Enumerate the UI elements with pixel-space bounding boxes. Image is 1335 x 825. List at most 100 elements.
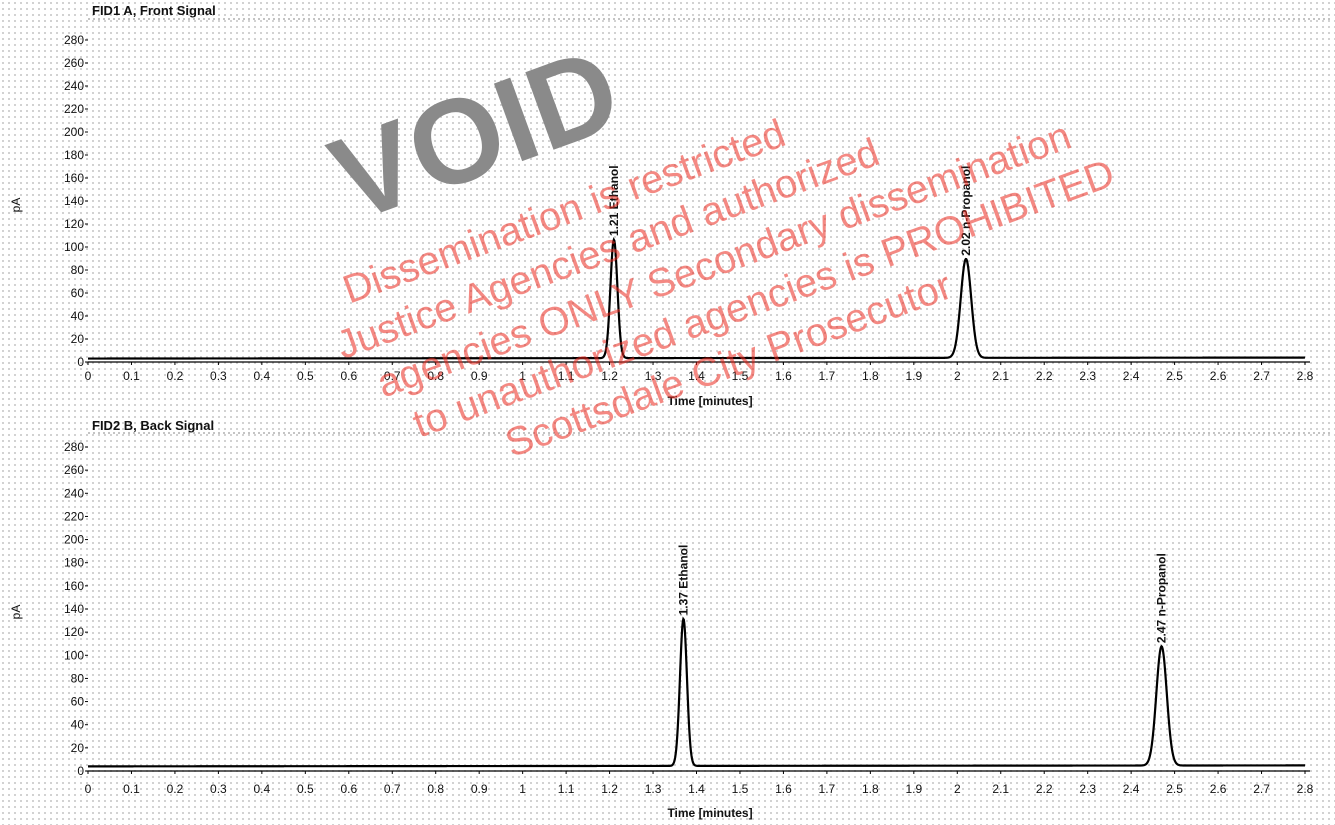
peak-label: 1.21 Ethanol bbox=[607, 165, 621, 236]
x-tick-label: 2.3 bbox=[1079, 369, 1096, 383]
peak-label: 1.37 Ethanol bbox=[676, 545, 690, 616]
signal-trace bbox=[88, 236, 1305, 360]
x-axis-label: Time [minutes] bbox=[667, 394, 752, 408]
chromatogram-front-signal: FID1 A, Front Signal pA 0 20 40 60 80 100 120 1… bbox=[9, 3, 1333, 408]
x-tick-label: 0.4 bbox=[254, 369, 271, 383]
x-tick-label: 0 bbox=[85, 782, 92, 796]
x-tick-label: 2.7 bbox=[1253, 782, 1270, 796]
y-tick-label: 60 bbox=[71, 286, 85, 300]
x-tick-label: 1.4 bbox=[688, 782, 705, 796]
y-tick-label: 120 bbox=[64, 217, 84, 231]
x-tick-labels: 0 0.1 0.2 0.3 0.4 0.5 0.6 0.7 0.8 0.9 1 1.1 1.2 1.3 1.… bbox=[85, 362, 1314, 383]
x-tick-label: 2.4 bbox=[1123, 369, 1140, 383]
x-tick-label: 0.5 bbox=[297, 369, 314, 383]
x-tick-labels: 0 0.1 0.2 0.3 0.4 0.5 0.6 0.7 0.8 0.9 1 1.1 1.2 1.3 1.… bbox=[85, 771, 1314, 796]
x-tick-label: 1.2 bbox=[601, 369, 618, 383]
x-axis-label: Time [minutes] bbox=[667, 806, 752, 820]
x-tick-label: 1.7 bbox=[819, 782, 836, 796]
x-tick-label: 0.4 bbox=[254, 782, 271, 796]
y-tick-labels: 0 20 40 60 80 100 120 140 160 180 200 220 240 260 280 bbox=[64, 440, 88, 778]
x-tick-label: 0.2 bbox=[167, 369, 184, 383]
x-tick-label: 0.3 bbox=[210, 782, 227, 796]
y-tick-label: 220 bbox=[64, 509, 84, 523]
x-tick-label: 1.1 bbox=[558, 782, 575, 796]
x-tick-label: 1.9 bbox=[905, 369, 922, 383]
x-tick-label: 0.5 bbox=[297, 782, 314, 796]
peak-label: 2.47 n-Propanol bbox=[1155, 553, 1169, 643]
x-tick-label: 0.9 bbox=[471, 782, 488, 796]
y-tick-label: 80 bbox=[71, 263, 85, 277]
x-tick-label: 1.7 bbox=[819, 369, 836, 383]
y-tick-label: 40 bbox=[71, 309, 85, 323]
x-tick-label: 0.3 bbox=[210, 369, 227, 383]
x-tick-label: 2.1 bbox=[992, 782, 1009, 796]
x-tick-label: 1.9 bbox=[905, 782, 922, 796]
x-tick-label: 0.2 bbox=[167, 782, 184, 796]
x-tick-label: 1.3 bbox=[645, 782, 662, 796]
y-tick-label: 200 bbox=[64, 125, 84, 139]
x-tick-label: 1 bbox=[519, 782, 526, 796]
x-tick-label: 0.1 bbox=[123, 782, 140, 796]
peak-labels: 1.21 Ethanol 2.02 n-Propanol bbox=[607, 165, 973, 255]
x-tick-label: 0.6 bbox=[340, 782, 357, 796]
x-tick-label: 2.7 bbox=[1253, 369, 1270, 383]
chromatogram-back-signal: FID2 B, Back Signal pA 02040608010012014… bbox=[9, 418, 1333, 820]
y-tick-label: 280 bbox=[64, 440, 84, 454]
x-tick-label: 1 bbox=[519, 369, 526, 383]
x-tick-label: 2.2 bbox=[1036, 782, 1053, 796]
x-tick-label: 0.7 bbox=[384, 369, 401, 383]
x-tick-label: 2.3 bbox=[1079, 782, 1096, 796]
y-tick-label: 180 bbox=[64, 148, 84, 162]
x-tick-label: 2.8 bbox=[1297, 782, 1314, 796]
x-tick-label: 1.3 bbox=[645, 369, 662, 383]
chart-title: FID1 A, Front Signal bbox=[92, 3, 216, 18]
y-tick-label: 220 bbox=[64, 102, 84, 116]
x-tick-label: 1.1 bbox=[558, 369, 575, 383]
x-tick-label: 2.5 bbox=[1166, 369, 1183, 383]
x-tick-label: 0.7 bbox=[384, 782, 401, 796]
x-tick-label: 2.6 bbox=[1210, 782, 1227, 796]
y-tick-label: 160 bbox=[64, 171, 84, 185]
y-tick-label: 20 bbox=[71, 741, 85, 755]
y-tick-label: 180 bbox=[64, 556, 84, 570]
y-axis-label: pA bbox=[9, 605, 23, 620]
y-tick-label: 60 bbox=[71, 695, 85, 709]
peak-label: 2.02 n-Propanol bbox=[959, 166, 973, 256]
y-tick-label: 160 bbox=[64, 579, 84, 593]
y-tick-label: 100 bbox=[64, 648, 84, 662]
x-tick-label: 2.4 bbox=[1123, 782, 1140, 796]
x-tick-label: 1.5 bbox=[732, 782, 749, 796]
y-axis-label: pA bbox=[9, 198, 23, 213]
x-tick-label: 0.1 bbox=[123, 369, 140, 383]
y-tick-label: 200 bbox=[64, 533, 84, 547]
y-tick-label: 260 bbox=[64, 56, 84, 70]
title-backdrop bbox=[88, 16, 1333, 20]
x-tick-label: 0.9 bbox=[471, 369, 488, 383]
y-tick-label: 120 bbox=[64, 625, 84, 639]
y-tick-label: 260 bbox=[64, 463, 84, 477]
x-tick-label: 1.8 bbox=[862, 369, 879, 383]
x-tick-label: 2 bbox=[954, 369, 961, 383]
chart-title: FID2 B, Back Signal bbox=[92, 418, 214, 433]
y-tick-labels: 0 20 40 60 80 100 120 140 160 180 200 220 240 260 280 bbox=[64, 33, 88, 369]
y-tick-label: 140 bbox=[64, 602, 84, 616]
y-tick-label: 80 bbox=[71, 671, 85, 685]
x-tick-label: 0.6 bbox=[340, 369, 357, 383]
y-tick-label: 20 bbox=[71, 332, 85, 346]
x-tick-label: 2.1 bbox=[992, 369, 1009, 383]
x-tick-label: 1.6 bbox=[775, 369, 792, 383]
signal-trace bbox=[88, 616, 1305, 768]
x-tick-label: 0.8 bbox=[427, 369, 444, 383]
x-tick-label: 1.2 bbox=[601, 782, 618, 796]
x-tick-label: 0 bbox=[85, 369, 92, 383]
x-tick-label: 2.6 bbox=[1210, 369, 1227, 383]
y-tick-label: 100 bbox=[64, 240, 84, 254]
x-tick-label: 2 bbox=[954, 782, 961, 796]
x-tick-label: 1.8 bbox=[862, 782, 879, 796]
y-tick-label: 280 bbox=[64, 33, 84, 47]
x-tick-label: 2.5 bbox=[1166, 782, 1183, 796]
x-tick-label: 1.4 bbox=[688, 369, 705, 383]
x-tick-label: 2.8 bbox=[1297, 369, 1314, 383]
